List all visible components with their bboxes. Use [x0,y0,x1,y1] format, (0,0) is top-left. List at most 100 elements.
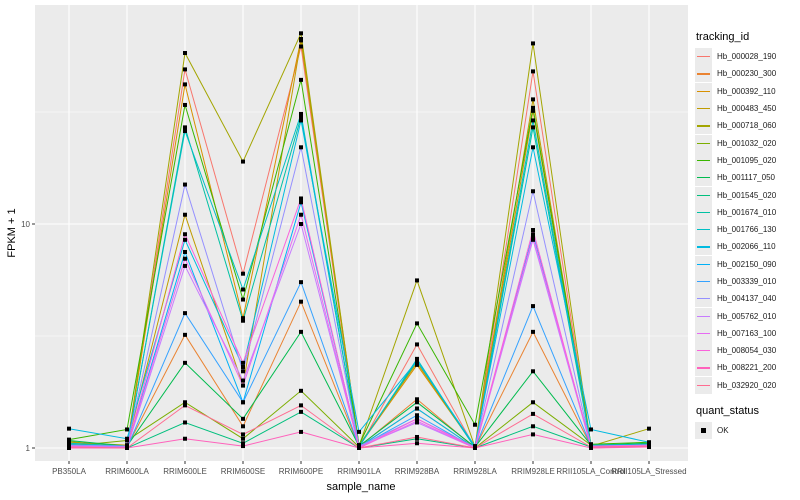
data-point [125,436,129,441]
data-point [415,278,419,283]
legend-label: Hb_001117_050 [717,173,775,183]
data-point [67,438,71,443]
data-point [531,304,535,309]
x-tick-label: RRIM600LA [105,467,149,476]
data-point [531,237,535,242]
data-point [299,31,303,36]
legend-label: Hb_000718_060 [717,121,777,131]
data-point [299,145,303,150]
data-point [183,129,187,134]
shape-legend-title: quant_status [696,405,759,417]
data-point [415,362,419,367]
data-point [647,440,651,445]
line-swatch-icon [695,221,712,239]
x-tick-label: RRIM600PE [279,467,323,476]
data-point [299,429,303,434]
data-point [589,445,593,450]
data-point [299,77,303,82]
legend-item: Hb_002066_110 [695,238,798,256]
line-swatch-icon [695,203,712,221]
data-point [299,299,303,304]
legend-label: Hb_008221_200 [717,363,777,373]
data-point [647,426,651,431]
data-point [183,332,187,337]
legend-item: Hb_007163_100 [695,324,798,342]
shape-legend-item: OK [695,422,759,440]
legend-item: Hb_032920_020 [695,376,798,394]
data-point [241,383,245,388]
legend-label: Hb_001545_020 [717,190,777,200]
legend-item: Hb_000483_450 [695,100,798,118]
data-point [299,403,303,408]
line-swatch-icon [695,48,712,66]
data-point [531,41,535,46]
data-point [241,287,245,292]
legend-item: Hb_000392_110 [695,82,798,100]
legend-label: Hb_000230_300 [717,69,777,79]
legend-item: Hb_000028_190 [695,48,798,66]
data-point [299,196,303,201]
data-point [415,342,419,347]
data-point [531,228,535,233]
legend-label: Hb_005762_010 [717,311,777,321]
data-point [183,249,187,254]
data-point [415,358,419,363]
legend-label: Hb_007163_100 [717,328,777,338]
legend-item: Hb_001545_020 [695,186,798,204]
line-swatch-icon [695,376,712,394]
legend-label: Hb_032920_020 [717,380,777,390]
data-point [299,200,303,205]
data-point [531,189,535,194]
data-point [241,316,245,321]
legend-label: Hb_003339_010 [717,277,777,286]
data-point [473,422,477,427]
data-point [415,406,419,411]
line-swatch-icon [695,134,712,152]
legend-label: Hb_000028_190 [717,52,777,62]
data-point [647,444,651,449]
line-swatch-icon [695,238,712,256]
x-axis: PB350LA RRIM600LA RRIM600LE RRIM600SE RRIM60… [52,461,687,476]
line-swatch-icon [695,100,712,118]
legend-label: Hb_004137_040 [717,294,777,304]
data-point [299,409,303,414]
data-point [531,69,535,74]
data-point [241,297,245,302]
legend-label: Hb_001095_020 [717,155,777,165]
data-point [183,50,187,55]
data-point [241,318,245,323]
data-point [241,271,245,276]
data-point [241,424,245,429]
legend-title: tracking_id [696,31,750,43]
data-point [241,364,245,369]
data-point [531,97,535,102]
data-point [415,413,419,418]
data-point [415,397,419,402]
data-point [299,38,303,43]
data-point [183,360,187,365]
data-point [299,280,303,285]
y-tick-label: 10 [21,220,30,229]
data-point [183,82,187,87]
data-point [357,429,361,434]
data-point [299,115,303,120]
line-swatch-icon [695,82,712,100]
line-swatch-icon [695,273,712,290]
data-point [415,418,419,423]
data-point [415,434,419,439]
legend-item: Hb_008054_030 [695,342,798,360]
data-point [415,400,419,405]
x-tick-label: RRIM600SE [221,467,265,476]
line-swatch-icon [695,169,712,187]
data-point [589,427,593,432]
data-point [415,360,419,365]
line-swatch-icon [695,290,712,308]
data-point [125,427,129,432]
legend-item: Hb_008221_200 [695,359,798,377]
line-swatch-icon [695,307,712,325]
line-swatch-icon [695,359,712,377]
x-tick-label: RRIM600LE [163,467,207,476]
y-axis: 1 10 [21,220,35,453]
line-swatch-icon [695,342,712,360]
